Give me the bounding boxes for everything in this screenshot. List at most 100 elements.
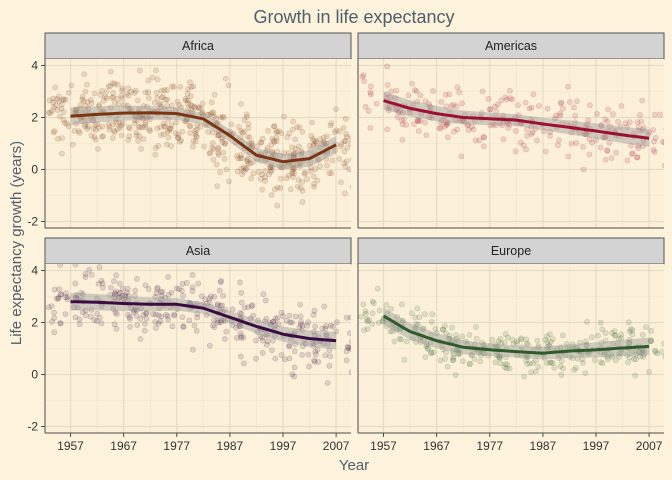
data-point [146, 126, 153, 133]
data-point [615, 336, 622, 342]
data-point [145, 285, 152, 292]
data-point [161, 87, 168, 94]
data-point [608, 351, 614, 358]
data-point [526, 105, 533, 112]
data-point [622, 120, 629, 127]
data-point [267, 319, 274, 326]
data-point [98, 277, 105, 284]
data-point [343, 348, 350, 354]
data-point [660, 139, 664, 145]
data-point [115, 125, 121, 132]
data-point [270, 137, 277, 144]
data-point [56, 286, 63, 292]
data-point [72, 280, 79, 287]
data-point [220, 316, 227, 323]
data-point [111, 127, 117, 134]
data-point [471, 356, 478, 363]
data-point [547, 132, 553, 139]
data-point [222, 318, 228, 324]
data-point [62, 294, 69, 300]
data-point [237, 101, 244, 107]
data-point [292, 340, 298, 347]
data-point [297, 301, 304, 308]
data-point [411, 87, 418, 94]
data-point [109, 80, 116, 86]
data-point [332, 147, 339, 154]
data-point [135, 137, 142, 144]
data-point [379, 318, 386, 324]
data-point [187, 123, 194, 129]
data-point [272, 322, 279, 329]
data-point [158, 94, 165, 101]
data-point [398, 117, 405, 124]
data-point [333, 127, 340, 134]
data-point [114, 310, 120, 317]
data-point [387, 328, 394, 335]
data-point [241, 128, 247, 135]
data-point [507, 95, 514, 102]
data-point [192, 104, 198, 111]
data-point [99, 280, 106, 287]
data-point [553, 112, 559, 119]
data-point [384, 310, 391, 317]
data-point [395, 109, 402, 116]
data-point [598, 339, 604, 346]
data-point [179, 280, 186, 287]
facet-strip [357, 32, 665, 60]
data-point [203, 311, 210, 318]
data-point [206, 342, 213, 349]
data-point [311, 181, 317, 187]
data-point [88, 271, 95, 278]
data-point [253, 337, 259, 344]
data-point [140, 312, 147, 318]
data-point [342, 137, 349, 144]
y-tick-label: 2 [31, 111, 38, 125]
data-point [348, 314, 351, 321]
data-point [634, 119, 641, 126]
data-point [237, 309, 243, 316]
data-point [443, 330, 449, 337]
data-point [215, 144, 222, 151]
data-point [663, 127, 664, 131]
data-point [192, 130, 199, 137]
data-point [165, 134, 172, 141]
data-point [94, 318, 100, 324]
data-point [397, 108, 403, 115]
data-point [571, 104, 577, 111]
data-point [113, 119, 120, 126]
data-point [245, 140, 252, 147]
data-point [264, 145, 271, 151]
data-point [459, 358, 466, 365]
data-point [124, 285, 131, 292]
data-point [666, 155, 671, 160]
data-point [308, 133, 315, 139]
data-point [141, 320, 148, 327]
data-point [281, 113, 287, 120]
data-point [286, 342, 293, 349]
data-point [166, 125, 173, 132]
data-point [301, 169, 308, 176]
data-point [165, 117, 172, 123]
data-point [263, 315, 270, 322]
data-point [271, 139, 278, 145]
data-point [96, 124, 102, 131]
data-point [369, 298, 376, 305]
data-point [472, 137, 479, 144]
data-point [532, 125, 539, 132]
data-point [176, 102, 183, 108]
data-point [72, 107, 79, 113]
data-point [528, 104, 535, 111]
data-point [297, 313, 304, 320]
data-point [370, 300, 377, 306]
data-point [291, 364, 298, 371]
data-point [169, 323, 176, 330]
data-point [509, 96, 516, 103]
data-point [137, 316, 144, 322]
data-point [209, 322, 216, 329]
data-point [214, 317, 221, 324]
data-point [260, 291, 267, 297]
facet-americas: Americas [357, 32, 671, 229]
data-point [289, 168, 296, 175]
data-point [250, 312, 256, 319]
data-point [290, 118, 296, 125]
